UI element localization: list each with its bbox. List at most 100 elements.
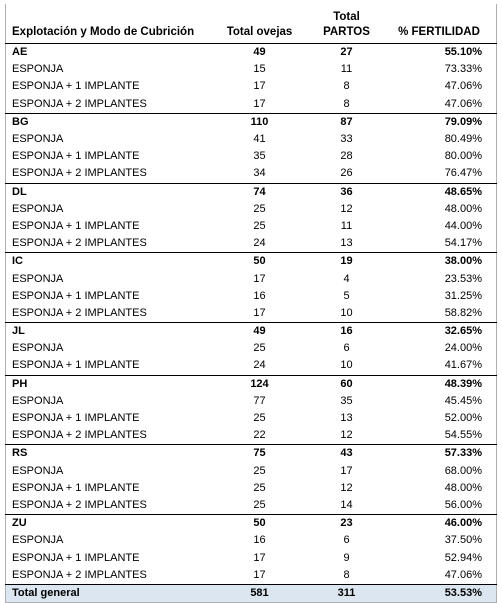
cell: 58.82% xyxy=(444,306,482,319)
cell: 49 xyxy=(216,43,303,62)
cell: ESPONJA xyxy=(12,534,64,547)
sub-row: ESPONJA + 2 IMPLANTES 34 26 76.47% xyxy=(6,165,497,183)
cell: ESPONJA + 2 IMPLANTES xyxy=(12,429,147,442)
cell: 16 xyxy=(253,289,266,302)
cell: 56.00% xyxy=(444,498,482,511)
cell: 25 xyxy=(253,202,266,215)
cell: ESPONJA + 1 IMPLANTE xyxy=(12,219,140,232)
group-row: DL 74 36 48.65% xyxy=(5,182,497,201)
group-row: ZU 50 23 46.00% xyxy=(5,514,497,533)
fertility-table: Explotación y Modo de Cubrición Total ove… xyxy=(5,4,497,603)
sub-row: ESPONJA 25 12 48.00% xyxy=(6,201,497,218)
cell: 25 xyxy=(253,342,266,355)
group-row: IC 50 19 38.00% xyxy=(5,252,497,271)
cell: 60 xyxy=(303,374,390,393)
cell: ESPONJA + 2 IMPLANTES xyxy=(12,97,147,110)
cell: 10 xyxy=(340,306,353,319)
sub-row: ESPONJA 25 6 24.00% xyxy=(6,340,497,357)
cell: 24 xyxy=(253,359,266,372)
cell: ESPONJA + 2 IMPLANTES xyxy=(12,568,147,581)
cell: 77 xyxy=(253,394,266,407)
cell: 4 xyxy=(343,272,350,285)
cell: 14 xyxy=(340,498,353,511)
sub-row: ESPONJA + 2 IMPLANTES 25 14 56.00% xyxy=(6,497,497,515)
sub-row: ESPONJA 15 11 73.33% xyxy=(6,61,497,78)
cell: 16 xyxy=(303,322,390,341)
sub-row: ESPONJA + 2 IMPLANTES 22 12 54.55% xyxy=(6,427,497,445)
cell: 27 xyxy=(303,43,390,62)
cell: DL xyxy=(5,182,216,201)
sub-row: ESPONJA 17 4 23.53% xyxy=(6,270,497,287)
header-cell: Total ovejas xyxy=(216,4,303,44)
cell: 17 xyxy=(253,272,266,285)
sub-row: ESPONJA + 2 IMPLANTES 17 8 47.06% xyxy=(6,567,497,585)
cell: 48.00% xyxy=(444,202,482,215)
group-row: JL 49 16 32.65% xyxy=(5,322,497,341)
cell: 35 xyxy=(253,150,266,163)
sub-row: ESPONJA + 2 IMPLANTES 24 13 54.17% xyxy=(6,235,497,253)
cell: ESPONJA xyxy=(12,133,64,146)
header-text: Total xyxy=(333,11,360,23)
cell: ESPONJA + 1 IMPLANTE xyxy=(12,481,140,494)
cell: 25 xyxy=(253,464,266,477)
cell: 45.45% xyxy=(444,394,482,407)
cell: 47.06% xyxy=(444,568,482,581)
cell: 37.50% xyxy=(444,534,482,547)
sub-row: ESPONJA 41 33 80.49% xyxy=(6,131,497,148)
cell: 49 xyxy=(216,322,303,341)
header-text: PARTOS xyxy=(323,26,370,38)
cell: 17 xyxy=(253,97,266,110)
cell: 8 xyxy=(343,97,350,110)
cell: 57.33% xyxy=(390,444,497,463)
sub-row: ESPONJA + 2 IMPLANTES 17 10 58.82% xyxy=(6,305,497,323)
cell: 74 xyxy=(216,182,303,201)
cell: 17 xyxy=(253,551,266,564)
cell: 6 xyxy=(343,534,350,547)
cell: 38.00% xyxy=(390,252,497,271)
cell: AE xyxy=(5,43,216,62)
cell: 80.00% xyxy=(444,150,482,163)
cell: 33 xyxy=(340,133,353,146)
cell: 25 xyxy=(253,481,266,494)
cell: ESPONJA + 1 IMPLANTE xyxy=(12,412,140,425)
cell: 53.53% xyxy=(390,583,497,603)
group-row: PH 124 60 48.39% xyxy=(5,374,497,393)
sub-row: ESPONJA + 1 IMPLANTE 25 11 44.00% xyxy=(6,218,497,235)
cell: 17 xyxy=(253,80,266,93)
sub-row: ESPONJA + 1 IMPLANTE 16 5 31.25% xyxy=(6,288,497,305)
cell: ESPONJA + 1 IMPLANTE xyxy=(12,150,140,163)
cell: ESPONJA xyxy=(12,394,64,407)
cell: 581 xyxy=(216,583,303,603)
cell: 52.00% xyxy=(444,412,482,425)
sub-row: ESPONJA + 1 IMPLANTE 17 8 47.06% xyxy=(6,78,497,95)
sub-row: ESPONJA + 1 IMPLANTE 25 13 52.00% xyxy=(6,410,497,427)
cell: ESPONJA + 1 IMPLANTE xyxy=(12,551,140,564)
cell: 110 xyxy=(216,112,303,131)
cell: 34 xyxy=(253,167,266,180)
cell: 47.06% xyxy=(444,80,482,93)
cell: ESPONJA xyxy=(12,342,64,355)
cell: 31.25% xyxy=(444,289,482,302)
header-cell: Explotación y Modo de Cubrición xyxy=(5,4,216,44)
sub-row: ESPONJA + 1 IMPLANTE 17 9 52.94% xyxy=(6,549,497,566)
cell: 55.10% xyxy=(390,43,497,62)
cell: 124 xyxy=(216,374,303,393)
group-row: RS 75 43 57.33% xyxy=(5,444,497,463)
cell: 73.33% xyxy=(444,63,482,76)
header-cell: Total PARTOS xyxy=(303,4,390,44)
cell: RS xyxy=(5,444,216,463)
cell: 23 xyxy=(303,514,390,533)
cell: 11 xyxy=(340,63,353,76)
sub-row: ESPONJA + 1 IMPLANTE 35 28 80.00% xyxy=(6,148,497,165)
cell: 25 xyxy=(253,412,266,425)
cell: PH xyxy=(5,374,216,393)
cell: 10 xyxy=(340,359,353,372)
cell: ESPONJA xyxy=(12,63,64,76)
cell: 52.94% xyxy=(444,551,482,564)
cell: 9 xyxy=(343,551,350,564)
cell: 12 xyxy=(340,202,353,215)
cell: 44.00% xyxy=(444,219,482,232)
cell: 13 xyxy=(340,237,353,250)
cell: 36 xyxy=(303,182,390,201)
